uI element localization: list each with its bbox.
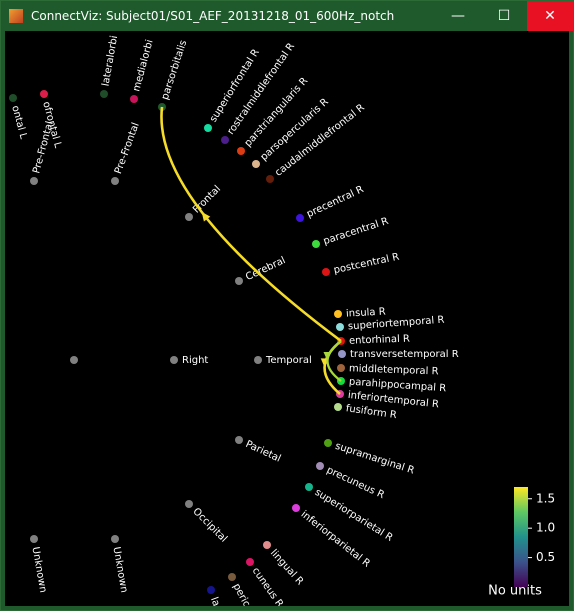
node — [337, 364, 345, 372]
node-label: supramarginal R — [334, 441, 416, 477]
node — [263, 541, 271, 549]
close-button[interactable]: ✕ — [527, 1, 573, 31]
node — [324, 439, 332, 447]
node — [266, 175, 274, 183]
minimize-button[interactable]: — — [451, 8, 465, 24]
link — [160, 106, 342, 343]
node — [221, 136, 229, 144]
node-label: middletemporal R — [349, 363, 439, 377]
title-bar: ConnectViz: Subject01/S01_AEF_20131218_0… — [1, 1, 573, 31]
node — [30, 177, 38, 185]
node — [316, 462, 324, 470]
link — [326, 340, 342, 382]
node — [207, 586, 215, 594]
node — [9, 94, 17, 102]
node-label: Parietal — [244, 439, 283, 465]
node — [228, 573, 236, 581]
node-label: precentral R — [305, 184, 365, 220]
app-icon — [9, 9, 23, 23]
link-arrowhead — [323, 352, 332, 361]
node — [292, 504, 300, 512]
node-label: insula R — [346, 307, 386, 320]
node — [322, 268, 330, 276]
node-label: cuneus R — [250, 566, 285, 606]
node-label: Unknown — [110, 546, 129, 594]
colorbar-tick-label: 1.5 — [536, 491, 555, 505]
node — [111, 177, 119, 185]
node-label: ontal L — [9, 104, 29, 140]
node-label: lingual R — [268, 548, 305, 588]
node — [246, 558, 254, 566]
node-label: postcentral R — [333, 252, 401, 277]
node — [40, 90, 48, 98]
node — [130, 95, 138, 103]
node — [296, 214, 304, 222]
node — [336, 323, 344, 331]
colorbar-tick-label: 1.0 — [536, 521, 555, 535]
node — [111, 535, 119, 543]
node-label: medialorbi — [131, 39, 155, 93]
node-label: perica — [230, 582, 254, 606]
node-label: entorhinal R — [349, 334, 410, 347]
colorbar-label: No units — [488, 584, 542, 599]
colorbar — [514, 487, 528, 587]
node — [235, 277, 243, 285]
node — [334, 310, 342, 318]
node — [312, 240, 320, 248]
node — [334, 403, 342, 411]
node-label: paracentral R — [322, 216, 390, 247]
node-label: Right — [182, 355, 208, 366]
node — [305, 483, 313, 491]
node — [70, 356, 78, 364]
node-label: Frontal — [191, 184, 223, 216]
node-label: Unknown — [29, 546, 48, 594]
node — [254, 356, 262, 364]
window-title: ConnectViz: Subject01/S01_AEF_20131218_0… — [31, 9, 395, 23]
node-label: Pre-Frontal — [31, 120, 56, 175]
colorbar-tick-label: 0.5 — [536, 550, 555, 564]
node — [237, 147, 245, 155]
node-label: Occipital — [190, 506, 229, 545]
node-label: lateralorbi — [100, 35, 120, 87]
link-arrowhead — [201, 211, 211, 222]
node — [235, 436, 243, 444]
node — [204, 124, 212, 132]
node-label: fusiform R — [345, 403, 397, 421]
node-label: Pre-Frontal — [113, 121, 142, 175]
node — [185, 213, 193, 221]
node — [252, 160, 260, 168]
node-label: la — [208, 596, 221, 606]
node — [185, 500, 193, 508]
node-label: parsorbitalis — [160, 39, 190, 101]
node — [30, 535, 38, 543]
node-label: Temporal — [265, 355, 312, 366]
node-label: superiorfrontal R — [208, 47, 262, 124]
maximize-button[interactable]: ☐ — [497, 8, 511, 24]
node — [170, 356, 178, 364]
node — [338, 350, 346, 358]
node-label: transversetemporal R — [350, 349, 459, 360]
node — [100, 90, 108, 98]
